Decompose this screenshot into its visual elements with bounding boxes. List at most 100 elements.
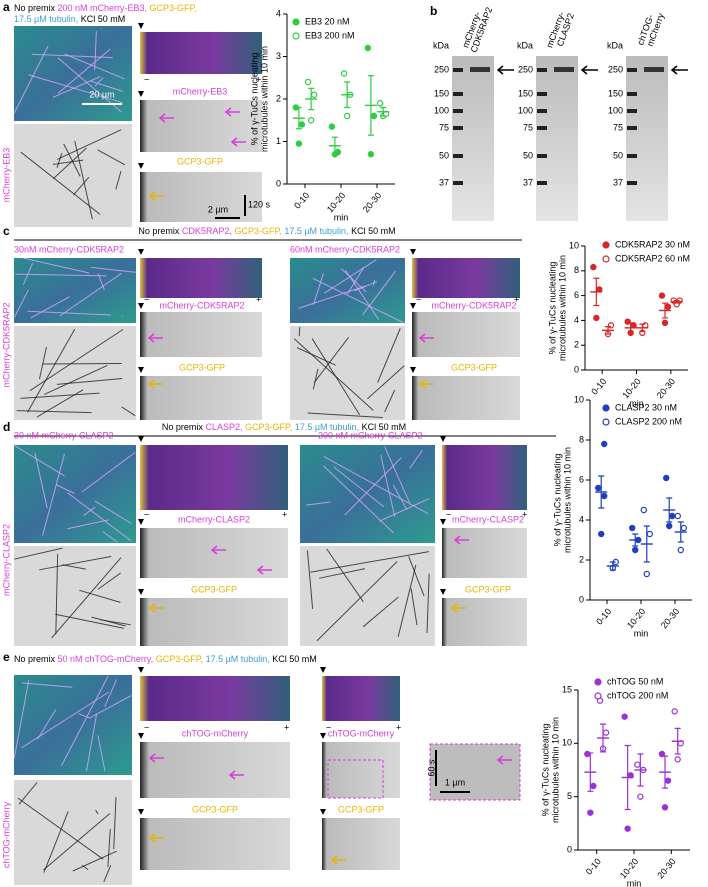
label: kDa <box>607 40 623 50</box>
kymo-arrowhead <box>440 436 446 442</box>
fluorescence-image <box>14 258 136 323</box>
ladder-label: 250 <box>434 64 449 74</box>
filament <box>73 176 90 196</box>
header-segment: GCP3-GFP, <box>150 3 197 13</box>
kymograph-color <box>412 258 520 298</box>
filament <box>323 456 429 515</box>
ladder-band <box>627 68 637 72</box>
label: + <box>256 74 261 84</box>
annotation-arrow <box>453 535 469 545</box>
y-tick-label: 2 <box>276 93 281 103</box>
header-segment: No premix <box>14 654 58 664</box>
header-segment: 17.5 µM tubulin, <box>206 654 273 664</box>
kymograph-gray <box>412 376 520 420</box>
filament <box>91 266 136 273</box>
filament <box>29 329 124 392</box>
filament <box>307 412 383 419</box>
filament <box>52 76 101 98</box>
annotation-arrow <box>147 333 163 343</box>
label: + <box>284 722 289 732</box>
kymograph-gray <box>140 742 290 798</box>
y-tick-label: 6 <box>574 290 579 300</box>
kymograph-gray <box>140 818 290 870</box>
ladder-label: 50 <box>523 150 533 160</box>
legend-label: chTOG 50 nM <box>607 676 663 686</box>
inverted-image <box>14 326 136 420</box>
header-segment: 17.5 µM tubulin, <box>284 226 351 236</box>
data-point <box>367 151 375 158</box>
label: 60 s <box>426 759 436 777</box>
filament <box>346 266 365 295</box>
header-segment: KCl 50 mM <box>362 422 407 432</box>
label: kDa <box>517 40 533 50</box>
legend-marker <box>602 418 610 426</box>
filament <box>362 596 399 628</box>
y-axis-label: % of γ-TuCs nucleating <box>552 454 562 547</box>
label: + <box>282 509 287 519</box>
label: − <box>326 722 331 732</box>
inset-source <box>327 759 384 799</box>
kymo-arrowhead <box>138 809 144 815</box>
data-point <box>663 474 670 482</box>
data-point <box>598 530 605 538</box>
ladder-label: 100 <box>434 105 449 115</box>
ladder-label: 50 <box>439 150 449 160</box>
label: 30nM mCherry-CDK5RAP2 <box>14 244 124 254</box>
filament <box>39 555 112 571</box>
panel-letter: c <box>3 224 10 238</box>
data-point <box>674 756 681 763</box>
data-point <box>310 91 318 98</box>
filament <box>326 548 364 603</box>
error-bar <box>331 136 338 155</box>
filament <box>59 272 122 317</box>
legend-marker <box>602 241 610 249</box>
filament <box>42 362 122 365</box>
filament <box>298 285 367 309</box>
data-point <box>632 546 639 554</box>
data-point <box>677 546 684 554</box>
error-bar <box>344 81 351 109</box>
label: chTOG-mCherry <box>182 728 249 738</box>
ladder-label: 37 <box>523 177 533 187</box>
annotation-arrow <box>230 137 246 147</box>
ladder-band <box>627 92 637 96</box>
annotation-arrow <box>418 379 434 389</box>
label: GCP3-GFP <box>192 804 238 814</box>
x-tick-label: 10-20 <box>325 190 347 214</box>
ladder-band <box>453 154 463 158</box>
label: − <box>144 74 149 84</box>
filament <box>56 153 63 168</box>
y-tick-label: 4 <box>276 8 281 18</box>
inverted-image <box>290 326 405 420</box>
label: GCP3-GFP <box>338 804 384 814</box>
ladder-band <box>453 126 463 130</box>
filament <box>20 151 101 215</box>
filament <box>72 850 117 872</box>
header-segment: 17.5 µM tubulin, <box>14 14 81 24</box>
filament <box>91 616 126 627</box>
data-point <box>671 708 678 715</box>
filament <box>324 259 377 294</box>
panel-letter: a <box>3 0 10 14</box>
filament <box>95 809 99 815</box>
label: mCherry-CDK5RAP2 <box>1 302 11 387</box>
y-tick-label: 6 <box>579 474 584 484</box>
data-point <box>595 484 602 492</box>
kymograph-color <box>140 445 288 510</box>
header-segment: 200 nM mCherry-EB3, <box>58 3 150 13</box>
header-segment: KCl 50 mM <box>351 226 396 236</box>
filament <box>97 149 126 166</box>
filament <box>56 378 123 385</box>
filament <box>52 147 87 180</box>
label: mCherry-CDK5RAP2 <box>431 300 516 310</box>
data-point <box>658 292 666 299</box>
filament <box>312 273 324 306</box>
x-tick-label: 0-10 <box>584 856 603 876</box>
legend-marker <box>594 678 602 686</box>
label: 120 s <box>248 199 271 209</box>
data-point <box>343 112 351 120</box>
y-axis-label: microtubules within 10 min <box>550 717 560 823</box>
y-tick-label: 4 <box>579 514 584 524</box>
fluorescence-image <box>14 26 132 121</box>
header-segment: GCP3-GFP, <box>245 422 295 432</box>
